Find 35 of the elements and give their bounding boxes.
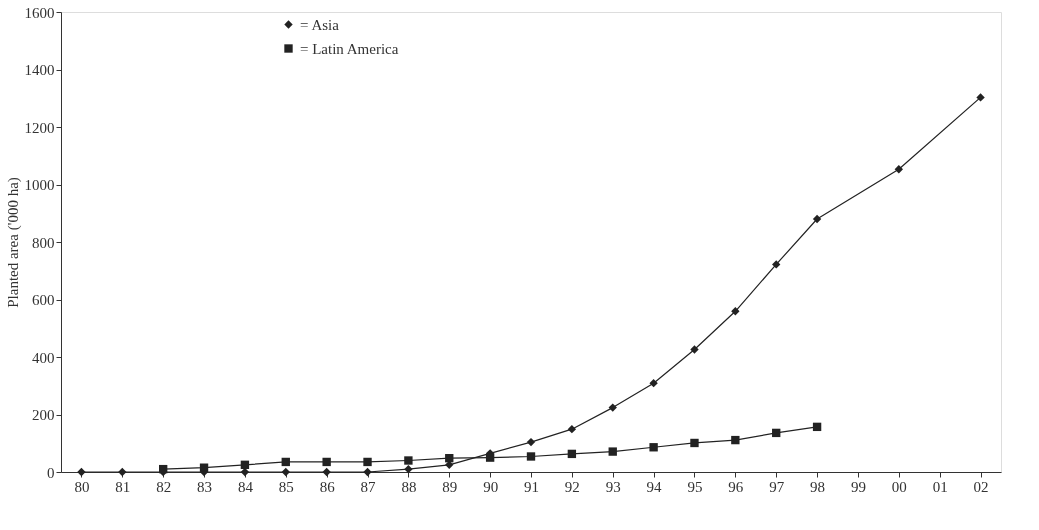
x-tick-label: 86 — [319, 478, 336, 495]
x-tick-label: 99 — [850, 478, 866, 495]
x-tick-label: 92 — [564, 478, 580, 495]
x-tick-label: 02 — [973, 478, 989, 495]
x-tick-label: 01 — [932, 478, 948, 495]
y-tick-label: 600 — [32, 292, 55, 308]
x-tick-label: 85 — [278, 478, 294, 495]
x-tick-label: 87 — [360, 478, 377, 495]
y-tick-label: 400 — [32, 349, 55, 366]
legend-label: = Latin America — [300, 40, 399, 57]
x-tick-label: 83 — [197, 478, 213, 495]
y-tick-label: 1000 — [24, 177, 55, 193]
x-tick-label: 96 — [728, 478, 744, 495]
x-tick-label: 81 — [115, 478, 131, 495]
y-tick-label: 0 — [47, 464, 55, 481]
x-tick-label: 80 — [74, 478, 90, 495]
x-tick-label: 91 — [524, 478, 539, 495]
y-tick-label: 800 — [32, 234, 55, 251]
x-tick-label: 89 — [442, 478, 458, 495]
x-tick-label: 93 — [605, 478, 621, 495]
y-tick-label: 1400 — [24, 62, 55, 78]
x-tick-label: 84 — [237, 478, 254, 495]
x-tick-label: 82 — [156, 478, 172, 495]
x-tick-label: 98 — [810, 478, 826, 495]
legend-label: = Asia — [300, 16, 340, 33]
y-tick-label: 1600 — [24, 4, 55, 21]
y-tick-label: 200 — [32, 407, 55, 423]
x-tick-label: 95 — [687, 478, 703, 495]
x-tick-label: 90 — [483, 478, 499, 495]
y-axis-title: Planted area ('000 ha) — [4, 177, 22, 308]
x-tick-label: 97 — [769, 478, 785, 495]
x-tick-label: 88 — [401, 478, 417, 495]
x-tick-label: 00 — [891, 478, 907, 495]
y-tick-label: 1200 — [24, 119, 55, 136]
x-tick-label: 94 — [646, 478, 663, 495]
